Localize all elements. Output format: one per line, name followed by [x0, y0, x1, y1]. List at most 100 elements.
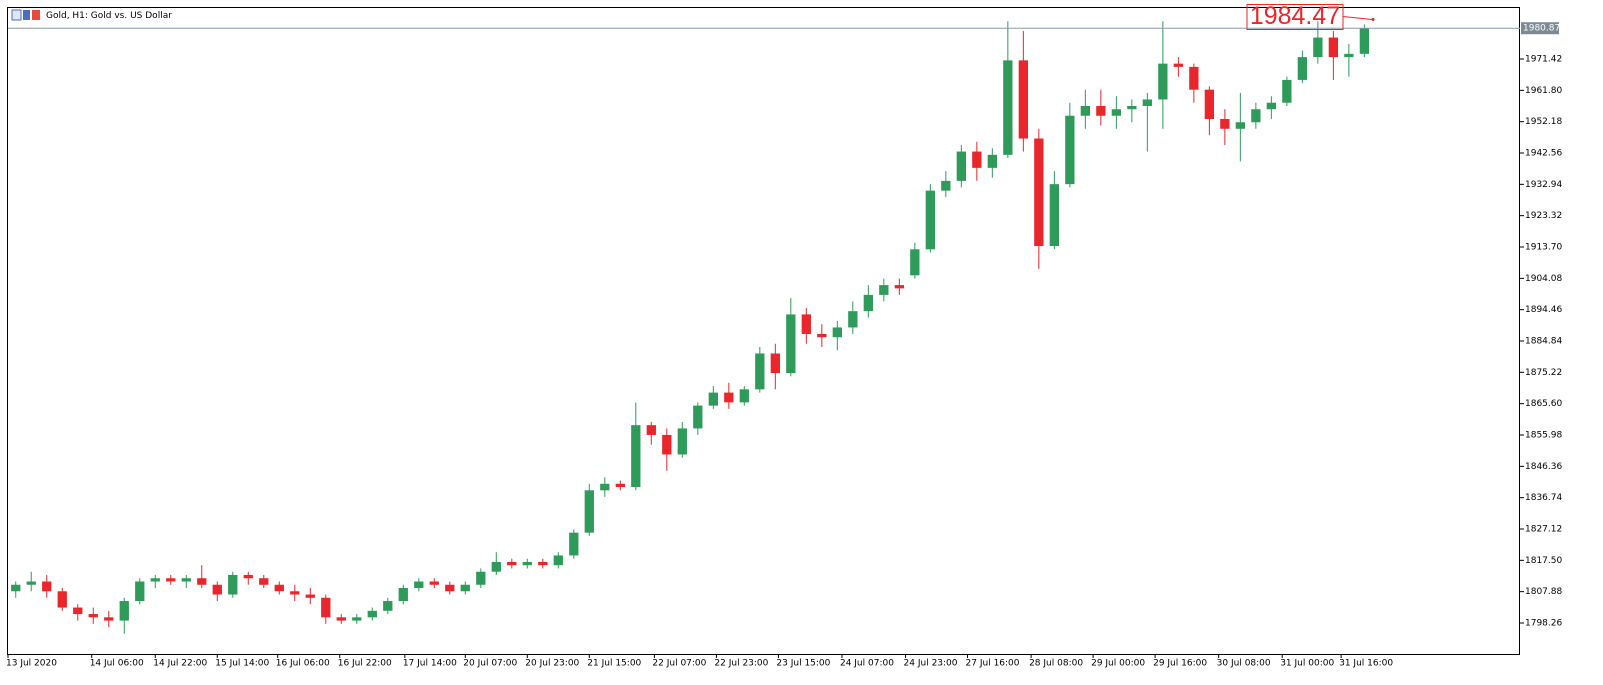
candle-body	[522, 561, 532, 566]
candle-body	[181, 578, 191, 582]
x-tick-label: 31 Jul 16:00	[1339, 659, 1393, 669]
x-tick-label: 20 Jul 23:00	[525, 659, 579, 669]
annotation-point	[1371, 18, 1375, 22]
candle-body	[290, 591, 300, 595]
chart-title: Gold, H1: Gold vs. US Dollar	[46, 11, 172, 21]
candle-body	[600, 483, 610, 491]
x-tick-label: 28 Jul 08:00	[1029, 659, 1083, 669]
x-tick-label: 21 Jul 15:00	[587, 659, 641, 669]
candle-body	[228, 574, 238, 595]
candle-body	[832, 327, 842, 338]
candle-body	[259, 578, 269, 585]
candle-body	[429, 581, 439, 585]
candle-body	[166, 578, 176, 582]
annotation-arrow	[1342, 16, 1373, 20]
x-tick-label: 14 Jul 06:00	[90, 659, 144, 669]
candle-body	[1282, 79, 1292, 103]
y-tick-label: 1865.60	[1525, 399, 1562, 409]
candle-body	[150, 578, 160, 582]
candle-body	[801, 314, 811, 334]
candle-body	[1189, 66, 1199, 90]
candle-body	[1096, 105, 1106, 116]
candle-body	[135, 581, 145, 602]
y-tick-label: 1913.70	[1525, 243, 1562, 253]
candle-body	[972, 151, 982, 168]
candle-body	[1235, 122, 1246, 129]
candle-body	[1080, 105, 1090, 116]
x-tick-label: 24 Jul 23:00	[904, 659, 958, 669]
candle-body	[383, 601, 393, 611]
candle-body	[553, 555, 563, 566]
candle-body	[956, 151, 966, 181]
x-tick-label: 31 Jul 00:00	[1280, 659, 1334, 669]
candle-body	[212, 584, 222, 595]
x-tick-label: 27 Jul 16:00	[966, 659, 1020, 669]
candle-body	[1344, 53, 1354, 58]
y-tick-label: 1971.42	[1525, 55, 1562, 65]
candle-body	[786, 314, 796, 374]
candle-body	[615, 483, 625, 488]
candle-body	[708, 392, 718, 406]
x-tick-label: 24 Jul 07:00	[840, 659, 894, 669]
candle-body	[491, 561, 501, 572]
candle-body	[11, 584, 21, 592]
candle-body	[631, 425, 641, 488]
x-tick-label: 29 Jul 00:00	[1091, 659, 1145, 669]
candle-body	[724, 392, 734, 403]
x-tick-label: 29 Jul 16:00	[1153, 659, 1207, 669]
x-tick-label: 15 Jul 14:00	[215, 659, 269, 669]
x-tick-label: 16 Jul 22:00	[338, 659, 392, 669]
candle-body	[1359, 28, 1370, 54]
candle-body	[507, 561, 517, 566]
y-tick-label: 1817.50	[1525, 556, 1562, 566]
y-tick-label: 1827.12	[1525, 524, 1562, 534]
candle-body	[925, 190, 935, 250]
y-tick-label: 1855.98	[1525, 430, 1562, 440]
x-tick-label: 22 Jul 07:00	[652, 659, 706, 669]
x-tick-label: 30 Jul 08:00	[1217, 659, 1271, 669]
candle-body	[894, 285, 904, 289]
y-tick-label: 1961.80	[1525, 86, 1562, 96]
candle-body	[398, 588, 408, 602]
candle-body	[1266, 102, 1277, 110]
candle-body	[739, 389, 749, 403]
candle-body	[646, 425, 656, 435]
candle-body	[321, 597, 331, 618]
candle-body	[1173, 63, 1184, 67]
candle-body	[1220, 118, 1230, 129]
candle-body	[584, 490, 594, 533]
candle-body	[88, 614, 98, 618]
plot-frame	[7, 7, 1520, 655]
x-tick-label: 16 Jul 06:00	[276, 659, 330, 669]
candle-body	[1297, 57, 1308, 80]
y-tick-label: 1923.32	[1525, 211, 1562, 221]
x-tick-label: 13 Jul 2020	[6, 659, 57, 669]
candle-body	[863, 294, 873, 312]
x-tick-label: 20 Jul 07:00	[463, 659, 517, 669]
y-tick-label: 1836.74	[1525, 493, 1562, 503]
candle-body	[305, 594, 315, 598]
y-tick-label: 1884.84	[1525, 336, 1562, 346]
candle-body	[460, 584, 470, 592]
candle-body	[677, 428, 687, 455]
candle-body	[1328, 37, 1339, 58]
candle-body	[1018, 60, 1028, 139]
y-tick-label: 1904.08	[1525, 274, 1562, 284]
candle-body	[538, 561, 548, 566]
x-tick-label: 23 Jul 15:00	[776, 659, 830, 669]
candle-body	[848, 311, 858, 328]
candle-body	[367, 610, 377, 618]
candle-body	[243, 574, 253, 579]
candle-body	[476, 571, 486, 585]
symbol-icon	[11, 9, 40, 21]
y-tick-label: 1894.46	[1525, 305, 1562, 315]
candle-body	[26, 581, 36, 585]
candle-body	[662, 434, 672, 455]
candle-body	[1049, 184, 1059, 247]
candle-body	[1313, 37, 1323, 58]
candle-body	[57, 591, 67, 608]
y-tick-label: 1807.88	[1525, 587, 1562, 597]
y-tick-label: 1798.26	[1525, 618, 1562, 628]
candle-body	[274, 584, 284, 592]
